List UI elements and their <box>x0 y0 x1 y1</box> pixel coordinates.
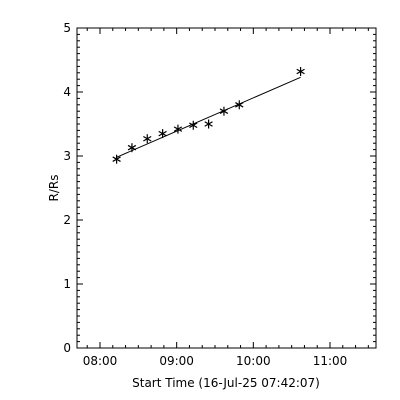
y-tick-label: 1 <box>63 277 71 291</box>
y-tick-label: 0 <box>63 341 71 355</box>
data-point <box>143 134 152 144</box>
x-tick-label: 10:00 <box>236 354 271 368</box>
data-point <box>204 119 213 129</box>
data-point <box>158 129 167 139</box>
fit-line <box>116 76 301 158</box>
data-point <box>235 100 244 110</box>
data-point <box>219 106 229 116</box>
data-point <box>127 143 137 153</box>
y-tick-label: 5 <box>63 21 71 35</box>
data-point <box>296 67 305 77</box>
x-tick-label: 09:00 <box>159 354 194 368</box>
x-tick-label: 08:00 <box>83 354 118 368</box>
x-axis-ticks: 08:00 09:00 10:00 11:00 <box>83 28 369 368</box>
y-axis-label: R/Rs <box>47 175 61 202</box>
series <box>112 67 305 164</box>
y-axis-ticks: 0 1 2 3 4 5 <box>63 21 376 355</box>
plot-frame <box>76 27 377 349</box>
data-point <box>173 124 183 134</box>
data-point <box>189 120 198 130</box>
y-tick-label: 4 <box>63 85 71 99</box>
x-tick-label: 11:00 <box>313 354 348 368</box>
x-axis-label: Start Time (16-Jul-25 07:42:07) <box>132 376 320 390</box>
y-tick-label: 3 <box>63 149 71 163</box>
y-tick-label: 2 <box>63 213 71 227</box>
data-point <box>112 154 121 164</box>
